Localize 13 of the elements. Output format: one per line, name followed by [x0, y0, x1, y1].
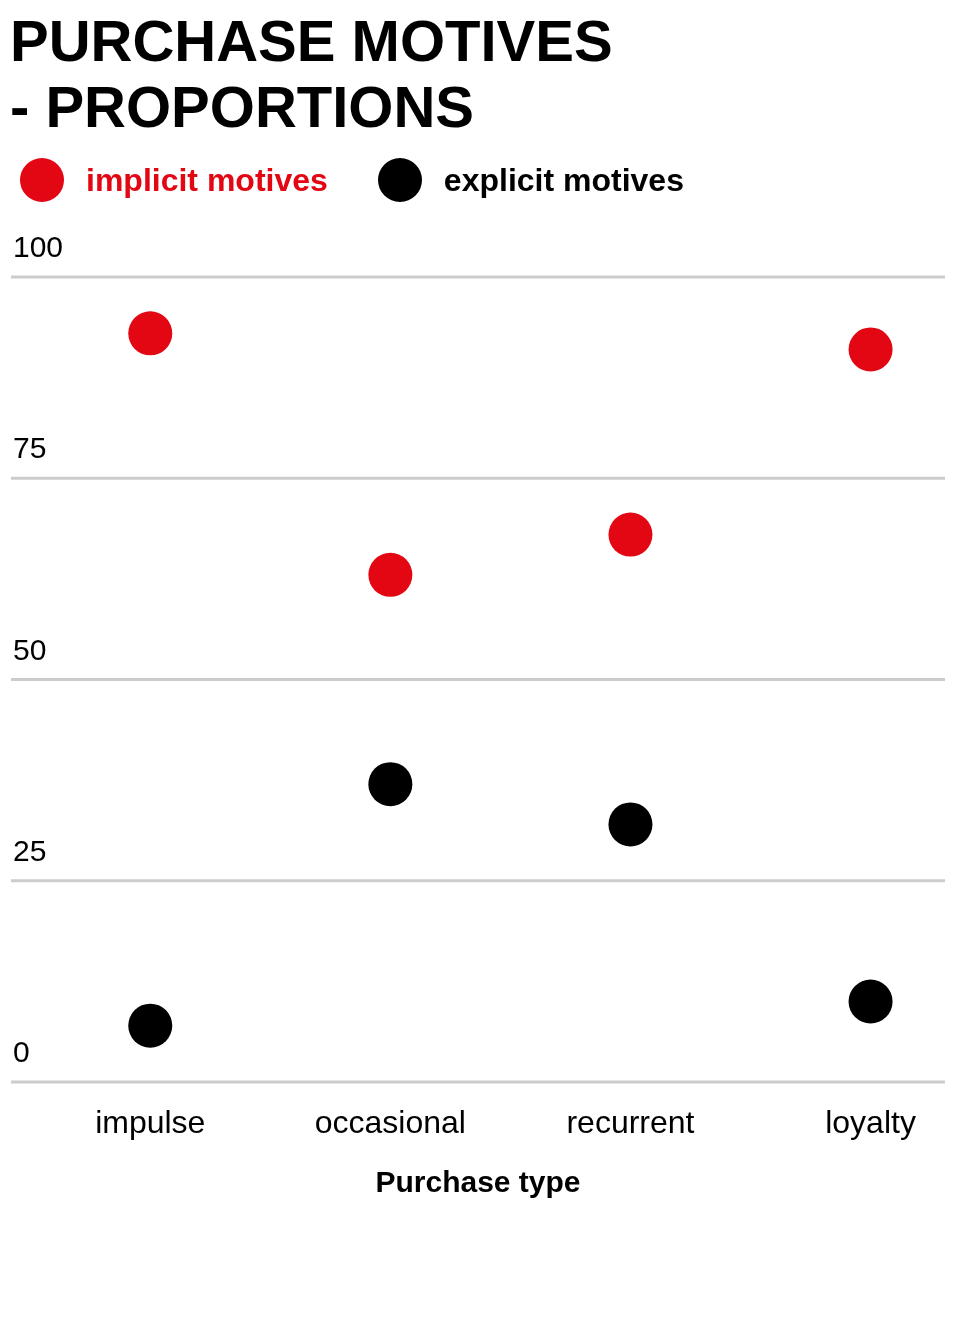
y-tick-label: 25: [13, 833, 47, 867]
y-tick-label: 75: [13, 431, 47, 465]
y-tick-label: 100: [13, 230, 64, 263]
x-tick-label: occasional: [314, 1103, 466, 1140]
legend-label: explicit motives: [443, 161, 684, 199]
x-axis-title: Purchase type: [375, 1165, 581, 1198]
y-tick-label: 50: [13, 632, 47, 666]
x-tick-label: recurrent: [566, 1103, 695, 1140]
x-tick-label: impulse: [95, 1103, 206, 1140]
x-tick-label: loyalty: [825, 1103, 916, 1140]
y-tick-label: 0: [13, 1035, 30, 1068]
chart-title: PURCHASE MOTIVES - PROPORTIONS: [10, 8, 614, 140]
legend-label: implicit motives: [86, 161, 328, 199]
